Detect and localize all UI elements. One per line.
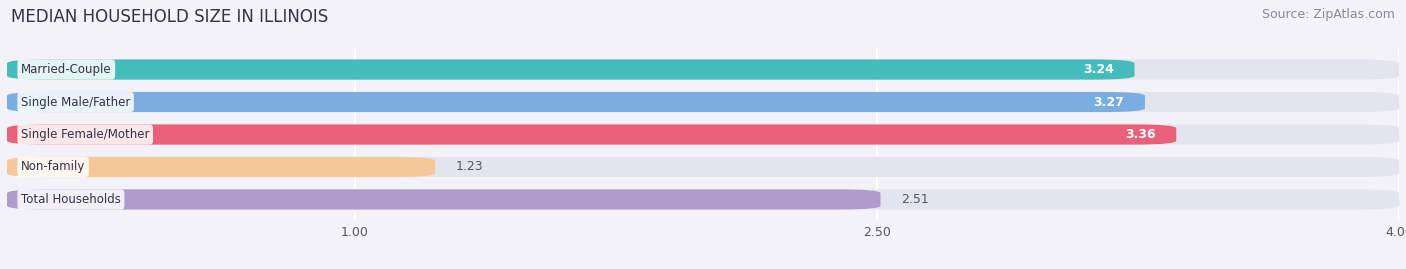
Text: MEDIAN HOUSEHOLD SIZE IN ILLINOIS: MEDIAN HOUSEHOLD SIZE IN ILLINOIS bbox=[11, 8, 329, 26]
FancyBboxPatch shape bbox=[7, 189, 880, 210]
FancyBboxPatch shape bbox=[7, 59, 1135, 80]
Text: Total Households: Total Households bbox=[21, 193, 121, 206]
Text: 3.36: 3.36 bbox=[1125, 128, 1156, 141]
Text: Source: ZipAtlas.com: Source: ZipAtlas.com bbox=[1261, 8, 1395, 21]
FancyBboxPatch shape bbox=[7, 189, 1399, 210]
FancyBboxPatch shape bbox=[7, 92, 1399, 112]
Text: Single Female/Mother: Single Female/Mother bbox=[21, 128, 149, 141]
Text: 3.27: 3.27 bbox=[1094, 95, 1123, 108]
Text: 1.23: 1.23 bbox=[456, 161, 484, 174]
FancyBboxPatch shape bbox=[7, 157, 1399, 177]
Text: Non-family: Non-family bbox=[21, 161, 86, 174]
FancyBboxPatch shape bbox=[7, 157, 434, 177]
Text: Married-Couple: Married-Couple bbox=[21, 63, 111, 76]
Text: 2.51: 2.51 bbox=[901, 193, 929, 206]
FancyBboxPatch shape bbox=[7, 59, 1399, 80]
FancyBboxPatch shape bbox=[7, 125, 1177, 144]
Text: 3.24: 3.24 bbox=[1083, 63, 1114, 76]
FancyBboxPatch shape bbox=[7, 92, 1144, 112]
Text: Single Male/Father: Single Male/Father bbox=[21, 95, 131, 108]
FancyBboxPatch shape bbox=[7, 125, 1399, 144]
